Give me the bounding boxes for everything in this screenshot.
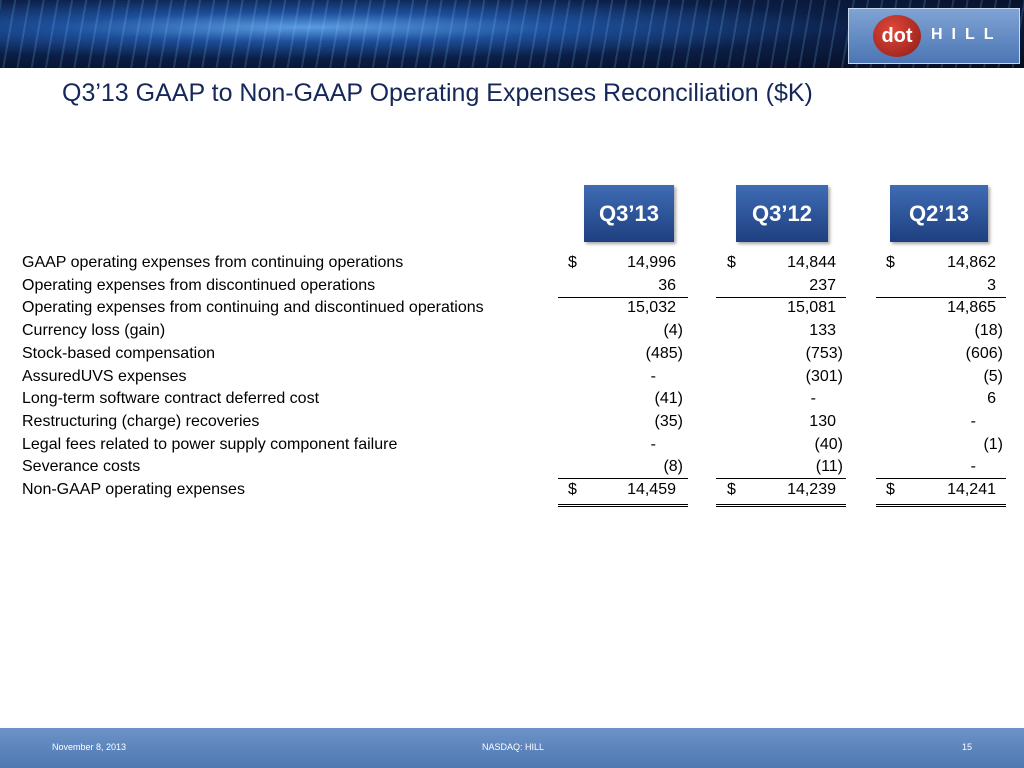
cell-rule	[716, 504, 846, 508]
row-label: Restructuring (charge) recoveries	[22, 412, 260, 430]
currency-sign: $	[886, 481, 895, 498]
cell-value: (5)	[983, 367, 1003, 385]
currency-sign: $	[727, 481, 736, 498]
cell-value: 14,996	[627, 254, 676, 271]
cell-value: 14,844	[787, 254, 836, 271]
row-label: Operating expenses from discontinued ope…	[22, 276, 376, 294]
cell-value: 14,862	[947, 254, 996, 271]
cell-value: 14,459	[627, 481, 676, 498]
logo-dot: dot	[873, 15, 921, 57]
currency-sign: $	[727, 254, 736, 271]
column-header: Q3’12	[736, 185, 828, 242]
cell-value: 130	[809, 412, 836, 430]
cell-value: (8)	[663, 458, 683, 476]
footer-date: November 8, 2013	[52, 742, 127, 752]
cell-value: (606)	[965, 344, 1003, 362]
cell-rule	[716, 296, 846, 298]
cell-value: (1)	[983, 435, 1003, 453]
cell-value: 3	[987, 276, 996, 294]
cell-value: 133	[809, 322, 836, 340]
cell-value: 36	[658, 276, 676, 294]
cell-value: (18)	[974, 322, 1003, 340]
cell-rule	[876, 504, 1006, 508]
cell-value: (40)	[814, 435, 843, 453]
logo: dot HILL	[848, 8, 1020, 64]
row-label: AssuredUVS expenses	[22, 367, 187, 385]
cell-value: 14,239	[787, 481, 836, 498]
cell-value: 14,241	[947, 481, 996, 498]
row-label: Legal fees related to power supply compo…	[22, 435, 398, 453]
cell-value: (753)	[805, 344, 843, 362]
cell-rule	[558, 478, 688, 480]
row-label: Stock-based compensation	[22, 344, 215, 362]
currency-sign: $	[568, 481, 577, 498]
cell-value: 15,032	[627, 299, 676, 317]
cell-value: (4)	[663, 322, 683, 340]
cell-rule	[716, 478, 846, 480]
cell-value: -	[810, 390, 816, 408]
cell-rule	[876, 296, 1006, 298]
cell-value: -	[970, 458, 976, 476]
row-label: Long-term software contract deferred cos…	[22, 390, 320, 408]
slide-title: Q3’13 GAAP to Non-GAAP Operating Expense…	[62, 79, 813, 107]
cell-value: 15,081	[787, 299, 836, 317]
cell-value: 6	[987, 390, 996, 408]
footer-band	[0, 728, 1024, 768]
row-label: GAAP operating expenses from continuing …	[22, 254, 404, 271]
cell-value: (301)	[805, 367, 843, 385]
cell-value: (41)	[654, 390, 683, 408]
row-label: Severance costs	[22, 458, 141, 476]
cell-value: (35)	[654, 412, 683, 430]
cell-value: (11)	[815, 458, 843, 476]
currency-sign: $	[886, 254, 895, 271]
logo-hill: HILL	[931, 26, 1003, 43]
column-header: Q2’13	[890, 185, 988, 242]
cell-value: -	[650, 435, 656, 453]
row-label: Operating expenses from continuing and d…	[22, 299, 484, 317]
footer-page: 15	[962, 742, 973, 752]
cell-rule	[558, 504, 688, 508]
cell-value: (485)	[645, 344, 683, 362]
cell-rule	[876, 478, 1006, 480]
row-label: Non-GAAP operating expenses	[22, 481, 245, 498]
cell-value: -	[650, 367, 656, 385]
footer-ticker: NASDAQ: HILL	[482, 742, 545, 752]
cell-value: 14,865	[947, 299, 996, 317]
cell-rule	[558, 296, 688, 298]
column-header: Q3’13	[584, 185, 674, 242]
cell-value: -	[970, 412, 976, 430]
currency-sign: $	[568, 254, 577, 271]
row-label: Currency loss (gain)	[22, 322, 166, 340]
cell-value: 237	[809, 276, 836, 294]
